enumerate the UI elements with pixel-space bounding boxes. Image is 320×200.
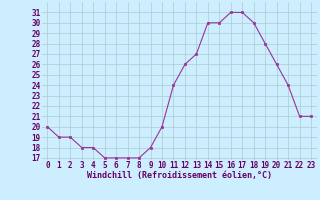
X-axis label: Windchill (Refroidissement éolien,°C): Windchill (Refroidissement éolien,°C) — [87, 171, 272, 180]
